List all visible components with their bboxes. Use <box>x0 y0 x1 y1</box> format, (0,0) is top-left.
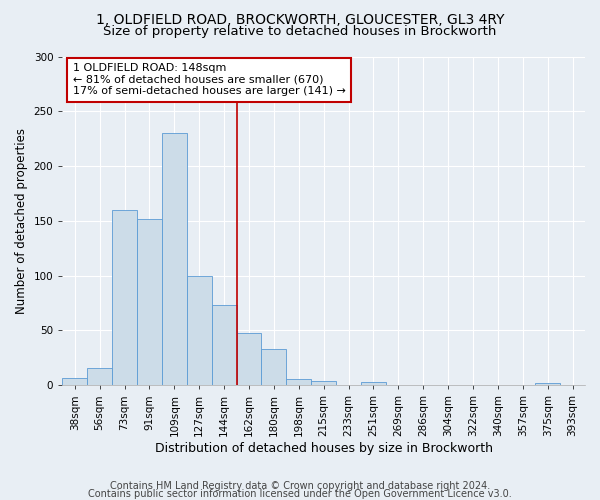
Bar <box>286 378 311 386</box>
Y-axis label: Number of detached properties: Number of detached properties <box>15 128 28 314</box>
Bar <box>187 276 212 386</box>
Bar <box>162 133 187 386</box>
Bar <box>535 383 560 386</box>
Text: Contains public sector information licensed under the Open Government Licence v3: Contains public sector information licen… <box>88 489 512 499</box>
Bar <box>212 306 236 386</box>
Bar <box>311 381 336 386</box>
Bar <box>112 210 137 386</box>
Text: Contains HM Land Registry data © Crown copyright and database right 2024.: Contains HM Land Registry data © Crown c… <box>110 481 490 491</box>
Text: Size of property relative to detached houses in Brockworth: Size of property relative to detached ho… <box>103 25 497 38</box>
Bar <box>137 218 162 386</box>
Text: 1, OLDFIELD ROAD, BROCKWORTH, GLOUCESTER, GL3 4RY: 1, OLDFIELD ROAD, BROCKWORTH, GLOUCESTER… <box>96 12 504 26</box>
X-axis label: Distribution of detached houses by size in Brockworth: Distribution of detached houses by size … <box>155 442 493 455</box>
Bar <box>361 382 386 386</box>
Bar <box>87 368 112 386</box>
Bar <box>62 378 87 386</box>
Bar <box>236 332 262 386</box>
Bar <box>262 349 286 386</box>
Text: 1 OLDFIELD ROAD: 148sqm
← 81% of detached houses are smaller (670)
17% of semi-d: 1 OLDFIELD ROAD: 148sqm ← 81% of detache… <box>73 63 346 96</box>
